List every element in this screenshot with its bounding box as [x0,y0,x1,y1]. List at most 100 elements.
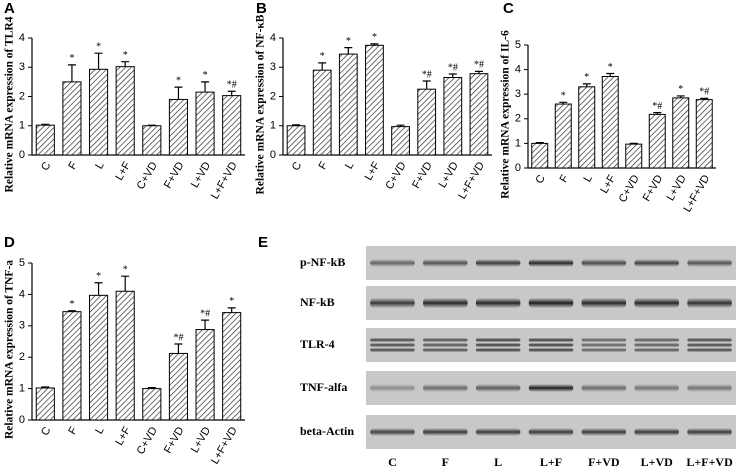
blot-lane-label: L+F [540,455,562,469]
x-tick-label: F [66,160,80,172]
y-tick-label: 0 [515,162,521,174]
x-tick-label: L+F [113,425,133,448]
bar [338,53,358,156]
blot-row-label: NF-kB [300,295,335,309]
error-bar [227,307,236,313]
x-tick-label: F [317,160,331,172]
bar [35,124,55,156]
error-bar [344,47,353,55]
significance-mark: * [584,72,589,83]
x-tick-label: L+F+VD [209,160,240,202]
blot-band [423,338,468,342]
y-axis-label: Relative mRNA expression of IL-6 [500,30,512,199]
error-bar [174,343,183,354]
x-tick-label: L [343,160,356,171]
significance-mark: * [69,53,74,64]
x-tick-label: L+VD [665,173,689,203]
x-tick-label: L+VD [189,425,213,455]
y-tick-label: 3 [19,320,25,332]
significance-mark: * [176,75,181,86]
blot-band [581,428,627,436]
blot-band [581,259,627,267]
bar [168,352,188,421]
error-bar [474,70,483,74]
error-bar [448,73,457,78]
blot-row-label: TLR-4 [300,337,335,351]
bar [89,294,109,421]
error-bar [121,61,130,67]
x-tick-label: C [290,160,304,173]
blot-band [423,259,468,267]
blot-lane-label: L+VD [641,455,674,469]
error-bar [653,112,662,115]
bar [222,312,242,421]
significance-mark: *# [699,87,709,98]
significance-mark: * [96,42,101,53]
error-bar [700,97,709,100]
error-bar [629,142,638,145]
bar [531,142,549,169]
bar [443,76,463,156]
bar [195,91,215,156]
significance-mark: * [561,91,566,102]
y-tick-label: 4 [515,64,521,76]
blot-band [687,298,732,308]
blot-lane-label: L [494,455,502,469]
y-tick-label: 3 [515,88,521,100]
significance-mark: *# [200,308,210,319]
blot-lane-label: F+VD [588,455,620,469]
x-tick-label: F+VD [162,425,187,456]
blot-band [528,343,574,347]
blot-band [423,298,468,308]
bar [115,290,135,421]
blot-lane-label: C [388,455,397,469]
y-tick-label: 4 [19,288,25,300]
blot-band [370,348,415,352]
blot-band [687,384,732,392]
x-tick-label: L [93,160,106,171]
error-bar [147,124,156,126]
error-bar [67,64,76,82]
bar [672,97,690,169]
significance-mark: *# [474,60,484,71]
blot-band [475,338,521,342]
blot-lane-label: L+F+VD [686,455,733,469]
blot-row-label: TNF-alfa [300,380,347,394]
bar [62,311,82,421]
y-tick-label: 5 [19,257,25,269]
error-bar [676,95,685,98]
blot-lane-label: F [442,455,449,469]
panel-label: A [4,0,15,17]
x-tick-label: L+F [363,160,383,183]
blot-band [475,343,521,347]
y-tick-label: 1 [19,120,25,132]
panel-label: E [258,234,268,251]
y-tick-label: 4 [270,32,276,44]
blot-band [687,338,732,342]
error-bar [559,101,568,105]
blot-band [687,428,732,436]
error-bar [606,72,615,77]
significance-mark: * [229,296,234,307]
bar [142,388,162,421]
blot-band [581,298,627,308]
blot-band [475,298,521,308]
blot-band [528,259,574,267]
y-tick-label: 1 [515,137,521,149]
bar [469,73,489,156]
blot-band [423,384,468,392]
bar [168,98,188,156]
blot-band [634,348,679,352]
panel-label: C [503,0,514,17]
x-tick-label: L+VD [437,160,461,190]
y-tick-label: 0 [19,149,25,161]
y-axis-label: Relative mRNA expression of NF-κB [255,14,267,194]
blot-row-label: p-NF-kB [300,255,345,269]
error-bar [121,275,130,292]
blot-band [687,343,732,347]
significance-mark: * [678,84,683,95]
significance-mark: *# [652,101,662,112]
error-bar [67,310,76,312]
x-tick-label: L [581,173,594,184]
